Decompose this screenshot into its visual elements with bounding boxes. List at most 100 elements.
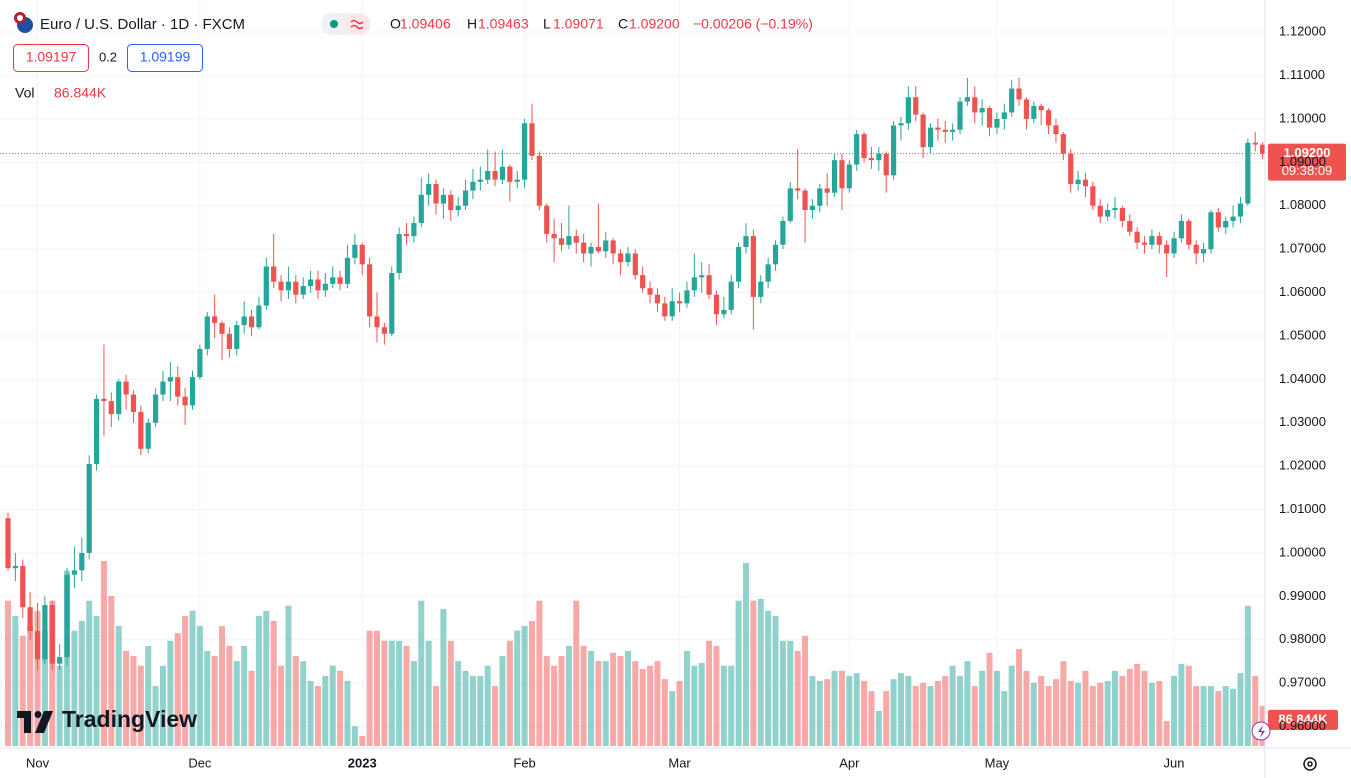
volume-bar: [344, 680, 351, 746]
x-tick-label: Mar: [668, 755, 691, 770]
candle-body: [1060, 134, 1066, 154]
volume-bar: [1156, 680, 1163, 746]
candle-body: [787, 188, 793, 221]
buy-box[interactable]: [127, 44, 203, 72]
y-tick-label: 1.11000: [1279, 67, 1325, 82]
lightning-icon[interactable]: [1251, 721, 1271, 741]
candle-body: [234, 325, 240, 349]
candle-body: [640, 275, 646, 289]
candle-body: [189, 377, 196, 406]
candle-body: [935, 127, 941, 130]
candle-body: [514, 179, 520, 182]
volume-bar: [359, 735, 366, 746]
volume-bar: [233, 661, 240, 746]
candle-body: [1200, 249, 1207, 254]
candle-body: [485, 171, 491, 180]
volume-bar: [440, 608, 447, 746]
candle-body: [204, 316, 210, 349]
y-tick-label: 1.04000: [1279, 371, 1326, 386]
volume-bar: [366, 630, 373, 746]
volume-bar: [86, 600, 93, 746]
candle-body: [108, 401, 114, 415]
candle-body: [241, 316, 247, 326]
candle-body: [367, 264, 373, 317]
candle-body: [551, 233, 557, 239]
overlay: 1.09200 09:38:09 86.844K: [0, 143, 1346, 730]
volume-bar: [1126, 668, 1133, 746]
candle-body: [765, 264, 771, 282]
candle-body: [1038, 105, 1044, 111]
volume-bar: [794, 650, 801, 746]
volume-bar: [765, 610, 772, 746]
volume-bar: [396, 640, 403, 746]
volume-bar: [433, 686, 440, 746]
y-tick-label: 1.08000: [1279, 197, 1326, 212]
volume-bar: [278, 665, 285, 746]
settings-icon[interactable]: [1303, 757, 1317, 771]
volume-bar: [381, 640, 388, 746]
candle-body: [433, 184, 439, 204]
volume-bar: [219, 626, 226, 746]
volume-bar: [824, 679, 831, 746]
volume-bar: [735, 600, 742, 746]
candle-body: [1009, 88, 1015, 113]
volume-bar: [1244, 605, 1251, 746]
volume-bar: [1001, 691, 1008, 746]
candle-body: [12, 565, 18, 569]
ask-price[interactable]: 1.09199: [140, 49, 191, 65]
sell-box[interactable]: [13, 44, 89, 72]
candle-body: [42, 605, 48, 660]
volume-bar: [1082, 670, 1089, 746]
status-buttons[interactable]: [321, 13, 371, 35]
candle-body: [337, 277, 343, 284]
volume-bar: [469, 675, 476, 746]
candle-body: [160, 381, 166, 395]
volume-bar: [27, 626, 34, 746]
candle-body: [64, 574, 70, 658]
candle-body: [839, 160, 845, 189]
spread: 0.2: [99, 49, 117, 64]
candle-body: [950, 129, 956, 132]
volume-bar: [307, 680, 314, 746]
volume-bar: [1178, 663, 1185, 746]
ohlc-open: 1.09406: [400, 16, 451, 32]
candle-body: [1016, 88, 1022, 100]
volume-bar: [130, 656, 137, 746]
watermark: TradingView: [62, 706, 197, 732]
x-tick-label: May: [985, 755, 1010, 770]
volume-bar: [1089, 686, 1096, 746]
candle-body: [293, 281, 299, 295]
volume-bar: [1060, 661, 1067, 746]
y-tick-label: 1.07000: [1279, 241, 1326, 256]
candle-body: [522, 123, 528, 180]
candle-body: [307, 279, 314, 287]
candle-body: [1075, 179, 1081, 185]
x-tick-label: Apr: [839, 755, 860, 770]
y-tick-label: 1.10000: [1279, 110, 1326, 125]
candle-body: [263, 266, 269, 306]
volume-bar: [853, 673, 860, 746]
volume-bar: [669, 691, 676, 746]
candle-body: [780, 220, 786, 245]
candle-body: [861, 134, 867, 158]
volume-bar: [115, 626, 122, 746]
volume-bar: [602, 661, 609, 746]
candle-body: [1208, 212, 1214, 250]
candle-body: [462, 190, 469, 206]
volume-bar: [890, 679, 897, 746]
volume-bar: [1237, 673, 1244, 746]
volume-bar: [1097, 682, 1104, 746]
candle-body: [1252, 142, 1258, 145]
volume-bar: [314, 686, 321, 746]
volume-bar: [1112, 670, 1118, 746]
y-tick-label: 1.06000: [1279, 284, 1326, 299]
volume-bar: [78, 620, 85, 746]
volume-bar: [174, 632, 181, 746]
candle-body: [610, 240, 616, 254]
bid-price[interactable]: 1.09197: [26, 49, 77, 65]
candle-body: [979, 108, 985, 113]
candle-body: [1127, 220, 1133, 232]
volume-bar: [986, 652, 993, 746]
volume-bar: [654, 661, 661, 746]
candle-body: [654, 294, 661, 304]
